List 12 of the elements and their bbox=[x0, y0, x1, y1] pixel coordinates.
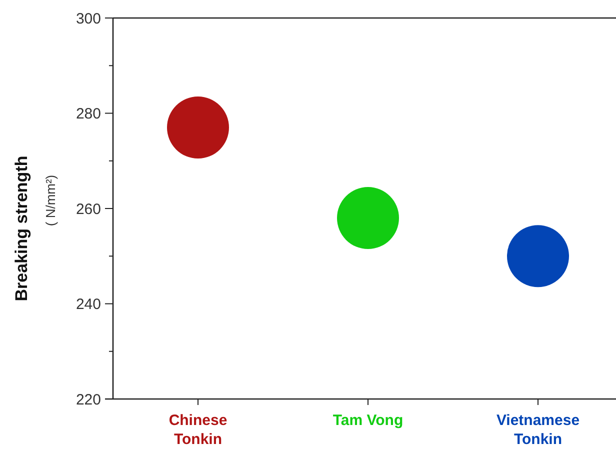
point bbox=[337, 187, 399, 249]
x-tick-label: Chinese Tonkin bbox=[168, 412, 228, 448]
point bbox=[167, 96, 229, 158]
y-tick-label: 280 bbox=[76, 106, 101, 122]
point bbox=[507, 225, 569, 288]
x-tick-label: Vietnamese Tonkin bbox=[496, 412, 580, 448]
y-axis-title: Breaking strength ( N/mm²) bbox=[12, 156, 58, 302]
y-tick-label: 220 bbox=[76, 391, 101, 408]
y-tick-label: 240 bbox=[76, 296, 101, 313]
y-tick-label: 300 bbox=[76, 10, 101, 28]
x-tick-label: Tam Vong bbox=[332, 412, 404, 429]
y-tick-label: 260 bbox=[76, 200, 101, 218]
